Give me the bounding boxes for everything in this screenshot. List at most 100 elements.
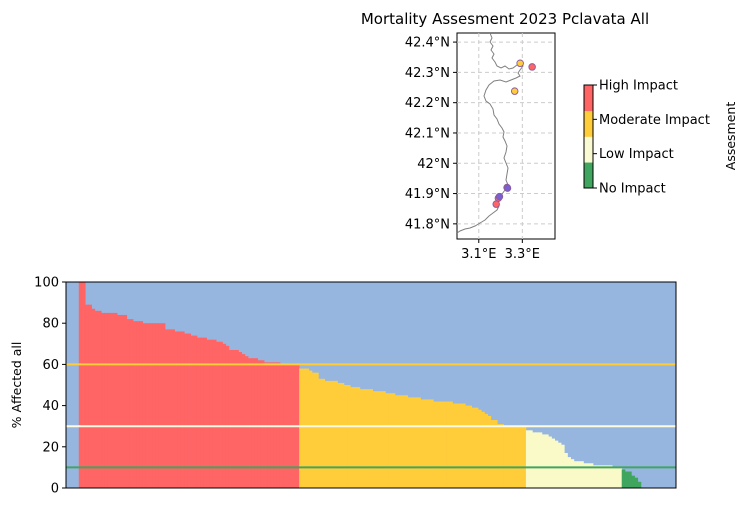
map-panel: 42.4°N 42.3°N 42.2°N 42.1°N 42°N 41.9°N 41.8°N… (405, 32, 556, 262)
bar (589, 463, 594, 488)
bar (260, 360, 265, 488)
bar (548, 436, 552, 488)
bar (94, 310, 99, 488)
bar (359, 389, 364, 488)
bar (525, 430, 530, 488)
bar (474, 407, 479, 488)
bar (88, 304, 92, 488)
bar (513, 426, 517, 488)
bar (343, 385, 348, 488)
bar (200, 337, 204, 488)
bar (318, 378, 322, 488)
bar (180, 331, 185, 488)
bar (356, 387, 361, 488)
map-point (495, 192, 504, 201)
bar (129, 319, 134, 488)
bar-y-tick-label: 100 (34, 276, 59, 291)
bar (541, 434, 546, 488)
bar (299, 368, 303, 488)
bar (222, 343, 227, 488)
bar (382, 391, 386, 488)
map-points (492, 59, 536, 208)
map-lat-tick-label: 41.8°N (405, 217, 450, 232)
bar (538, 432, 543, 488)
colorbar-segment (584, 136, 593, 163)
bar (225, 345, 230, 488)
bar (206, 339, 211, 488)
bar (401, 395, 405, 488)
bar (573, 461, 578, 488)
bar (414, 397, 418, 488)
bar (235, 349, 239, 488)
bar (174, 331, 179, 488)
bar (388, 393, 393, 488)
colorbar-label: Assesment (723, 102, 738, 171)
bar (462, 403, 466, 488)
bar (430, 399, 434, 488)
bar (311, 372, 316, 488)
bar (394, 395, 399, 488)
colorbar-tick-label: High Impact (599, 79, 678, 94)
bar (458, 403, 463, 488)
bar (203, 337, 207, 488)
bar (97, 310, 102, 488)
bar (561, 444, 565, 488)
bar (586, 463, 591, 488)
bar (551, 438, 556, 488)
bar (580, 461, 584, 488)
bar (165, 329, 169, 488)
bar (228, 349, 233, 488)
bar (372, 391, 377, 488)
bar (631, 475, 635, 488)
colorbar-segment (584, 110, 593, 137)
bar (439, 401, 444, 488)
bar (273, 362, 278, 488)
bar (126, 319, 131, 488)
bar (187, 333, 191, 488)
bar (308, 370, 313, 488)
bar (340, 382, 345, 488)
bar (196, 337, 201, 488)
bar (410, 397, 415, 488)
bar (404, 395, 409, 488)
bar (615, 467, 619, 488)
bar (490, 420, 495, 488)
map-lon-tick-label: 3.3°E (505, 247, 540, 262)
bar (500, 424, 504, 488)
bar (385, 393, 389, 488)
colorbar: No Impact Low Impact Moderate Impact High I… (583, 79, 710, 197)
bar (212, 339, 217, 488)
bar (477, 409, 482, 488)
bar (321, 378, 326, 488)
bar (91, 308, 96, 488)
bar (545, 434, 549, 488)
bar (417, 397, 421, 488)
bar (113, 312, 118, 488)
bar (564, 452, 568, 488)
bar (554, 440, 559, 488)
bar (529, 430, 533, 488)
bar (334, 380, 338, 488)
bar (576, 461, 581, 488)
bar (353, 387, 358, 488)
bar (522, 426, 527, 488)
bar (232, 349, 236, 488)
bar (442, 401, 447, 488)
map-lon-ticks: 3.1°E 3.3°E (461, 239, 540, 262)
bar (452, 403, 457, 488)
bar (484, 413, 488, 488)
bar (193, 335, 198, 488)
bar (145, 323, 150, 488)
bar (209, 339, 214, 488)
bar (123, 314, 128, 488)
bar (85, 304, 89, 488)
bar (219, 341, 223, 488)
bar-y-tick-label: 40 (42, 399, 59, 414)
map-lat-tick-label: 41.9°N (405, 187, 450, 202)
bar (337, 382, 342, 488)
bar (347, 385, 351, 488)
bar (378, 391, 383, 488)
bar (324, 380, 329, 488)
colorbar-segment (584, 162, 593, 189)
bar (465, 405, 469, 488)
